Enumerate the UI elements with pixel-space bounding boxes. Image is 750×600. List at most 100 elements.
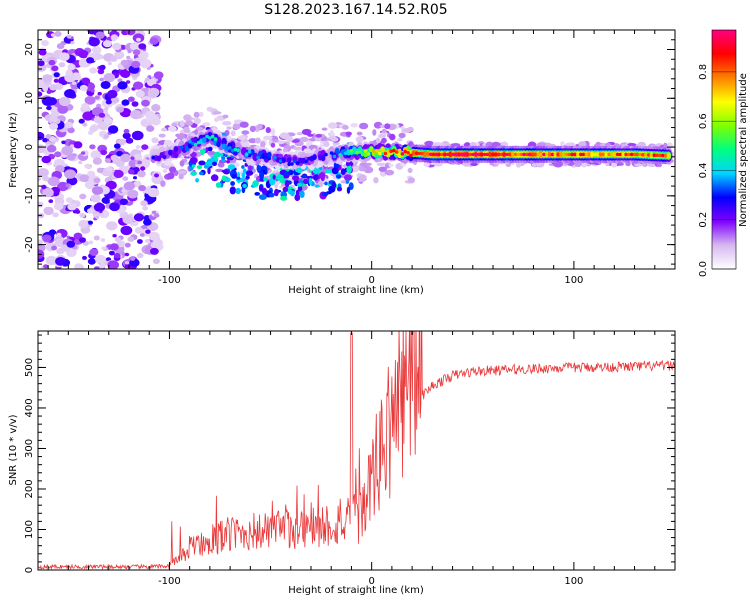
heatmap-cell	[488, 152, 493, 157]
heatmap-cell	[272, 174, 276, 180]
heatmap-cell	[112, 157, 122, 165]
heatmap-cell	[332, 142, 340, 146]
heatmap-cell	[241, 172, 246, 180]
heatmap-cell	[137, 252, 144, 259]
heatmap-cell	[386, 149, 391, 154]
heatmap-cell	[258, 184, 264, 192]
heatmap-cell	[295, 161, 300, 165]
heatmap-cell	[610, 152, 614, 157]
heatmap-cell	[627, 143, 637, 147]
heatmap-cell	[162, 168, 168, 173]
heatmap-cell	[378, 166, 387, 172]
heatmap-cell	[562, 152, 566, 157]
heatmap-cell	[137, 160, 143, 165]
heatmap-cell	[133, 180, 142, 188]
heatmap-cell	[293, 159, 297, 164]
heatmap-cell	[91, 46, 102, 54]
heatmap-cell	[508, 152, 512, 157]
heatmap-cell	[185, 120, 194, 126]
heatmap-cell	[274, 176, 283, 180]
heatmap-cell	[49, 122, 59, 130]
heatmap-cell	[482, 152, 487, 157]
heatmap-cell	[242, 183, 247, 188]
heatmap-cell	[378, 151, 382, 156]
heatmap-cell	[601, 152, 606, 157]
heatmap-cell	[242, 168, 247, 173]
heatmap-cell	[611, 162, 618, 168]
heatmap-cell	[302, 178, 309, 185]
heatmap-cell	[58, 96, 71, 107]
x-tick-label: 0	[368, 275, 374, 286]
heatmap-cell	[331, 181, 337, 189]
heatmap-cell	[116, 30, 122, 33]
heatmap-cell	[65, 197, 73, 203]
heatmap-cell	[307, 156, 311, 161]
heatmap-cell	[98, 112, 106, 118]
heatmap-cell	[345, 180, 350, 184]
heatmap-cell	[230, 181, 236, 186]
heatmap-cell	[93, 116, 103, 124]
heatmap-cell	[151, 137, 159, 144]
heatmap-cell	[96, 167, 104, 173]
heatmap-cell	[553, 152, 558, 157]
heatmap-cell	[556, 152, 560, 157]
heatmap-cell	[199, 171, 204, 176]
heatmap-cell	[499, 152, 504, 157]
heatmap-cell	[142, 206, 149, 211]
heatmap-cell	[319, 144, 324, 148]
heatmap-cell	[400, 152, 405, 156]
heatmap-cell	[38, 239, 44, 244]
heatmap-cell	[104, 158, 111, 164]
heatmap-cell	[90, 194, 101, 203]
heatmap-cell	[48, 199, 54, 204]
heatmap-cell	[384, 169, 395, 176]
heatmap-cell	[494, 152, 498, 157]
colorbar-label: Normalized spectral amplitude	[738, 73, 749, 227]
heatmap-cell	[260, 165, 268, 173]
heatmap-cell	[149, 37, 159, 45]
heatmap-cell	[661, 153, 665, 158]
heatmap-cell	[107, 260, 119, 269]
heatmap-cell	[437, 152, 442, 157]
heatmap-cell	[153, 71, 164, 80]
heatmap-cell	[81, 151, 86, 155]
heatmap-cell	[559, 152, 563, 157]
heatmap-cell	[346, 165, 352, 174]
heatmap-cell	[58, 62, 66, 68]
heatmap-cell	[308, 177, 313, 186]
heatmap-cell	[135, 145, 141, 149]
heatmap-cell	[42, 137, 48, 143]
heatmap-cell	[109, 202, 120, 212]
heatmap-cell	[244, 152, 249, 157]
heatmap-cell	[249, 125, 256, 133]
heatmap-cell	[564, 152, 569, 157]
heatmap-cell	[533, 152, 538, 157]
heatmap-cell	[324, 152, 328, 157]
heatmap-cell	[380, 148, 385, 153]
snr-panel: -100 0 100 0 100 200 300 400 500 Height of strai…	[8, 330, 676, 596]
heatmap-cell	[428, 152, 433, 157]
snr-series-line	[38, 331, 675, 570]
heatmap-cell	[50, 33, 56, 37]
heatmap-cell	[78, 50, 89, 59]
heatmap-cell	[127, 236, 135, 242]
heatmap-cell	[468, 152, 473, 157]
heatmap-cell	[135, 90, 145, 98]
heatmap-cell	[87, 220, 94, 225]
heatmap-cell	[99, 77, 104, 82]
heatmap-cell	[202, 122, 211, 127]
heatmap-cell	[284, 180, 290, 188]
heatmap-cell	[123, 181, 135, 191]
heatmap-cell	[397, 148, 402, 153]
heatmap-cell	[217, 152, 224, 157]
heatmap-cell	[87, 258, 96, 265]
heatmap-cell	[263, 135, 273, 140]
heatmap-cell	[193, 111, 200, 118]
heatmap-cell	[267, 151, 272, 158]
heatmap-cell	[269, 192, 275, 198]
heatmap-cell	[313, 168, 321, 174]
heatmap-cell	[89, 144, 96, 150]
heatmap-cell	[127, 50, 132, 54]
heatmap-cell	[280, 195, 288, 201]
